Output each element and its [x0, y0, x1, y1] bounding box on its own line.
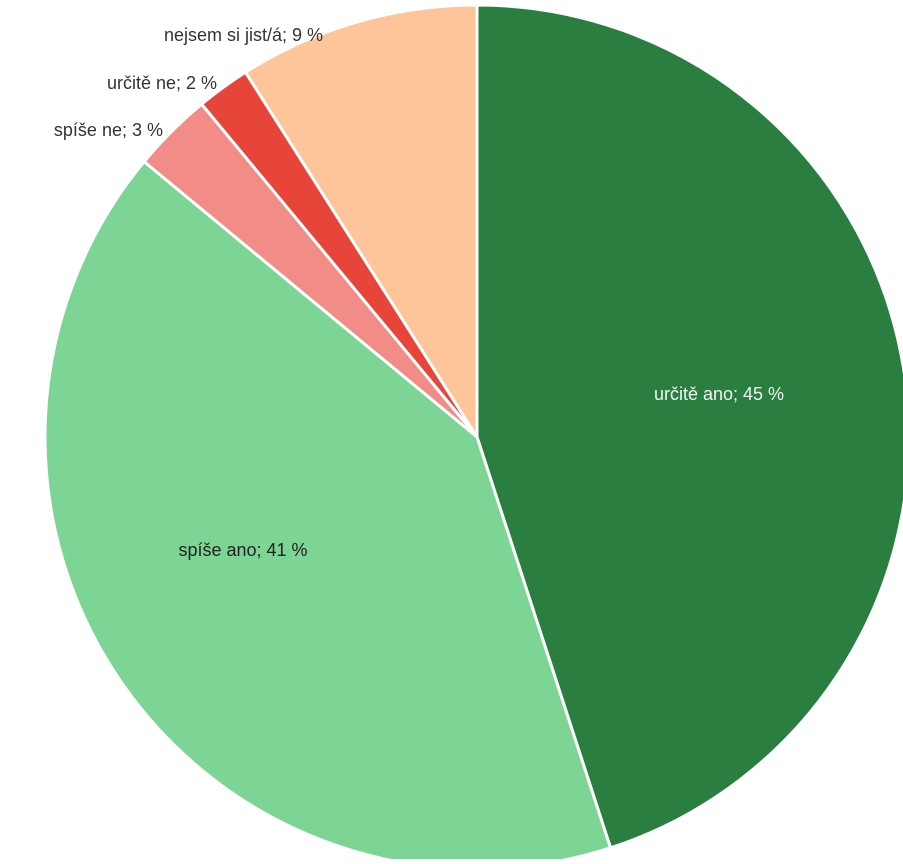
slice-label-3: spíše ne; 3 %: [54, 120, 163, 140]
pie-slice-5: [244, 3, 479, 439]
slice-label-4: určitě ne; 2 %: [107, 73, 217, 93]
slices-layer: [43, 3, 903, 864]
slice-label-2: spíše ano; 41 %: [178, 540, 307, 560]
slice-label-5: nejsem si jist/á; 9 %: [164, 25, 323, 45]
pie-slice-2: [43, 160, 612, 864]
labels-layer: určitě ano; 45 % spíše ano; 41 % spíše ne;…: [54, 25, 784, 560]
slice-label-1: určitě ano; 45 %: [654, 384, 784, 404]
pie-slice-1: [475, 3, 903, 850]
